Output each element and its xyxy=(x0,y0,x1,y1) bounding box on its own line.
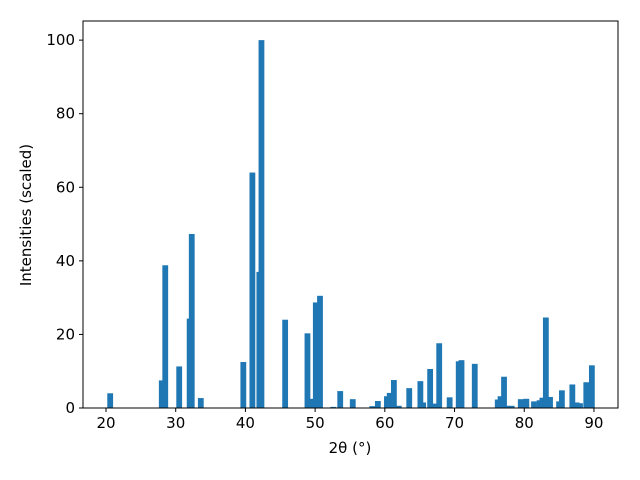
bar xyxy=(583,382,590,408)
bar xyxy=(417,381,424,408)
bar xyxy=(188,233,195,408)
bar xyxy=(197,398,204,408)
bar xyxy=(330,406,337,408)
bar xyxy=(158,380,165,408)
bar xyxy=(258,40,265,409)
bar xyxy=(542,317,549,408)
bar xyxy=(547,396,553,408)
x-tick-label: 70 xyxy=(445,414,464,432)
bar xyxy=(569,384,576,408)
bar xyxy=(508,405,515,408)
x-tick-label: 90 xyxy=(584,414,603,432)
x-tick-label: 80 xyxy=(515,414,534,432)
bar xyxy=(304,333,311,408)
bar xyxy=(162,265,169,408)
bar xyxy=(395,405,402,408)
bar xyxy=(317,295,323,408)
bar xyxy=(390,380,397,408)
x-tick-label: 50 xyxy=(306,414,325,432)
bar xyxy=(406,388,413,408)
y-tick-label: 0 xyxy=(65,399,75,417)
y-tick-label: 100 xyxy=(46,31,75,49)
bar xyxy=(588,365,595,408)
bar xyxy=(503,405,510,408)
bar xyxy=(240,362,247,408)
bar xyxy=(531,401,537,408)
x-tick-label: 60 xyxy=(375,414,394,432)
bar xyxy=(427,369,434,408)
bar xyxy=(369,406,376,408)
bar xyxy=(517,399,524,408)
bar xyxy=(386,392,393,408)
bar xyxy=(471,363,478,408)
bar xyxy=(249,172,256,408)
bar xyxy=(309,398,316,408)
plot-frame xyxy=(82,20,619,409)
bar xyxy=(501,376,507,408)
bar xyxy=(436,343,443,408)
bar xyxy=(312,302,319,408)
bar xyxy=(430,403,437,408)
x-tick-label: 30 xyxy=(166,414,185,432)
bar xyxy=(497,396,504,408)
bar xyxy=(577,403,583,408)
x-axis-label: 2θ (°) xyxy=(329,439,372,457)
bar xyxy=(176,366,183,408)
bar xyxy=(420,402,427,408)
bar xyxy=(558,390,565,408)
bar xyxy=(374,401,381,408)
bar xyxy=(446,397,453,408)
y-tick-label: 60 xyxy=(56,178,75,196)
bar xyxy=(539,397,546,408)
y-tick-label: 40 xyxy=(56,252,75,270)
bar xyxy=(282,319,289,408)
bar xyxy=(523,398,530,408)
bar xyxy=(458,360,465,408)
bar xyxy=(107,393,114,408)
bar xyxy=(349,399,356,408)
y-tick-label: 20 xyxy=(56,325,75,343)
x-tick-label: 20 xyxy=(96,414,115,432)
x-tick-label: 40 xyxy=(236,414,255,432)
y-tick-label: 80 xyxy=(56,105,75,123)
bar xyxy=(337,391,344,408)
y-axis-label: Intensities (scaled) xyxy=(17,144,35,286)
bar xyxy=(573,402,580,408)
